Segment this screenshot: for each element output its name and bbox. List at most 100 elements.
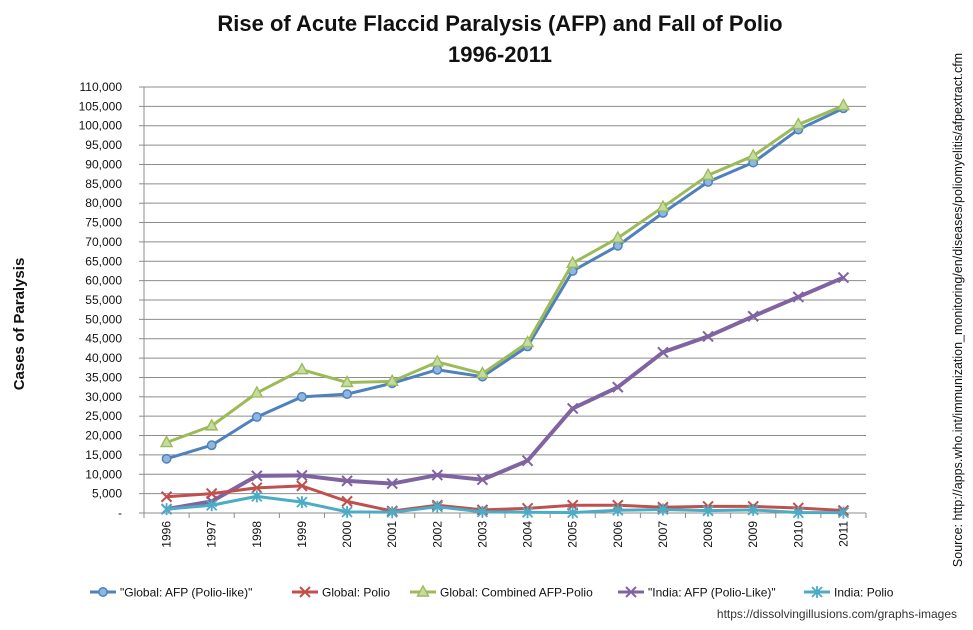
- marker-shape: [566, 255, 580, 268]
- y-tick-label: 90,000: [85, 157, 122, 171]
- data-point: [161, 453, 172, 464]
- marker-shape: [206, 440, 217, 451]
- marker-shape: [747, 310, 759, 322]
- data-point: [431, 500, 443, 513]
- y-tick-label: 25,000: [85, 409, 122, 423]
- x-tick-label: 1996: [160, 521, 174, 548]
- marker-shape: [205, 418, 219, 431]
- x-tick-label: 2009: [746, 521, 760, 548]
- data-point: [476, 473, 489, 486]
- marker-shape: [656, 199, 670, 212]
- data-point: [342, 389, 353, 400]
- marker-shape: [431, 500, 443, 513]
- data-point: [612, 504, 624, 517]
- marker-shape: [296, 480, 308, 492]
- marker-shape: [837, 271, 850, 284]
- data-point: [432, 364, 443, 375]
- y-tick-label: 105,000: [79, 99, 123, 113]
- marker-shape: [159, 435, 174, 448]
- legend-swatch-marker: [299, 586, 311, 598]
- data-point: [566, 402, 579, 415]
- data-point: [251, 412, 262, 422]
- data-point: [251, 490, 263, 503]
- data-point: [612, 240, 623, 251]
- marker-shape: [657, 503, 669, 516]
- marker-shape: [340, 375, 354, 388]
- marker-shape: [251, 470, 263, 482]
- series-line-4: [166, 494, 844, 515]
- marker-shape: [299, 586, 311, 598]
- marker-shape: [521, 455, 534, 467]
- marker-shape: [251, 490, 263, 503]
- data-point: [702, 504, 714, 517]
- marker-shape: [702, 504, 714, 517]
- marker-shape: [341, 495, 353, 508]
- y-tick-label: 75,000: [85, 216, 122, 230]
- data-point: [296, 496, 308, 509]
- y-tick-label: 80,000: [85, 196, 122, 210]
- x-tick-label: 2005: [566, 521, 580, 548]
- data-point: [251, 482, 263, 494]
- credit-annotation: https://dissolvingillusions.com/graphs-i…: [717, 607, 957, 621]
- marker-shape: [160, 491, 173, 503]
- x-tick-label: 2000: [340, 521, 354, 548]
- y-tick-label: 5,000: [92, 487, 122, 501]
- data-point: [792, 506, 804, 519]
- y-tick-label: 70,000: [85, 235, 122, 249]
- marker-shape: [792, 506, 804, 519]
- legend-swatch-marker: [625, 586, 637, 598]
- data-point: [791, 117, 805, 130]
- legend-swatch-marker: [811, 586, 823, 598]
- data-point: [567, 506, 579, 519]
- legend-swatch-marker: [98, 587, 108, 597]
- y-tick-label: 30,000: [85, 390, 122, 404]
- marker-shape: [296, 469, 308, 482]
- marker-shape: [430, 354, 444, 367]
- marker-shape: [161, 453, 172, 464]
- marker-shape: [747, 503, 759, 516]
- marker-shape: [341, 505, 353, 518]
- data-point: [386, 477, 398, 490]
- data-point: [746, 148, 760, 161]
- chart-title: Rise of Acute Flaccid Paralysis (AFP) an…: [217, 11, 782, 36]
- data-point: [475, 366, 490, 379]
- marker-shape: [811, 586, 823, 598]
- marker-shape: [791, 117, 805, 130]
- marker-shape: [612, 504, 624, 517]
- marker-shape: [521, 506, 534, 519]
- data-point: [296, 469, 308, 482]
- data-point: [566, 255, 580, 268]
- data-point: [341, 475, 353, 487]
- data-point: [205, 487, 218, 500]
- marker-shape: [385, 373, 399, 387]
- marker-shape: [520, 335, 535, 348]
- legend-label: India: Polio: [834, 586, 894, 600]
- data-point: [386, 506, 398, 519]
- legend-label: Global: Polio: [322, 586, 390, 600]
- data-point: [747, 310, 759, 322]
- x-tick-label: 2004: [521, 521, 535, 548]
- marker-shape: [250, 385, 264, 398]
- y-tick-label: 95,000: [85, 138, 122, 152]
- marker-shape: [160, 503, 173, 516]
- data-point: [612, 381, 624, 393]
- data-point: [205, 418, 219, 431]
- marker-shape: [657, 346, 669, 358]
- marker-shape: [475, 366, 490, 379]
- legend: "Global: AFP (Polio-like)" Global: Polio G…: [90, 584, 894, 600]
- data-point: [476, 505, 489, 518]
- data-point: [385, 373, 399, 387]
- marker-shape: [792, 291, 805, 303]
- data-point: [160, 503, 173, 516]
- marker-shape: [612, 381, 624, 393]
- data-point: [341, 495, 353, 508]
- y-axis-label: Cases of Paralysis: [11, 258, 28, 391]
- data-point: [521, 455, 534, 467]
- data-point: [206, 440, 217, 451]
- x-tick-label: 1997: [205, 521, 219, 548]
- marker-shape: [205, 487, 218, 500]
- data-point: [792, 291, 805, 303]
- y-tick-label: 100,000: [79, 119, 123, 133]
